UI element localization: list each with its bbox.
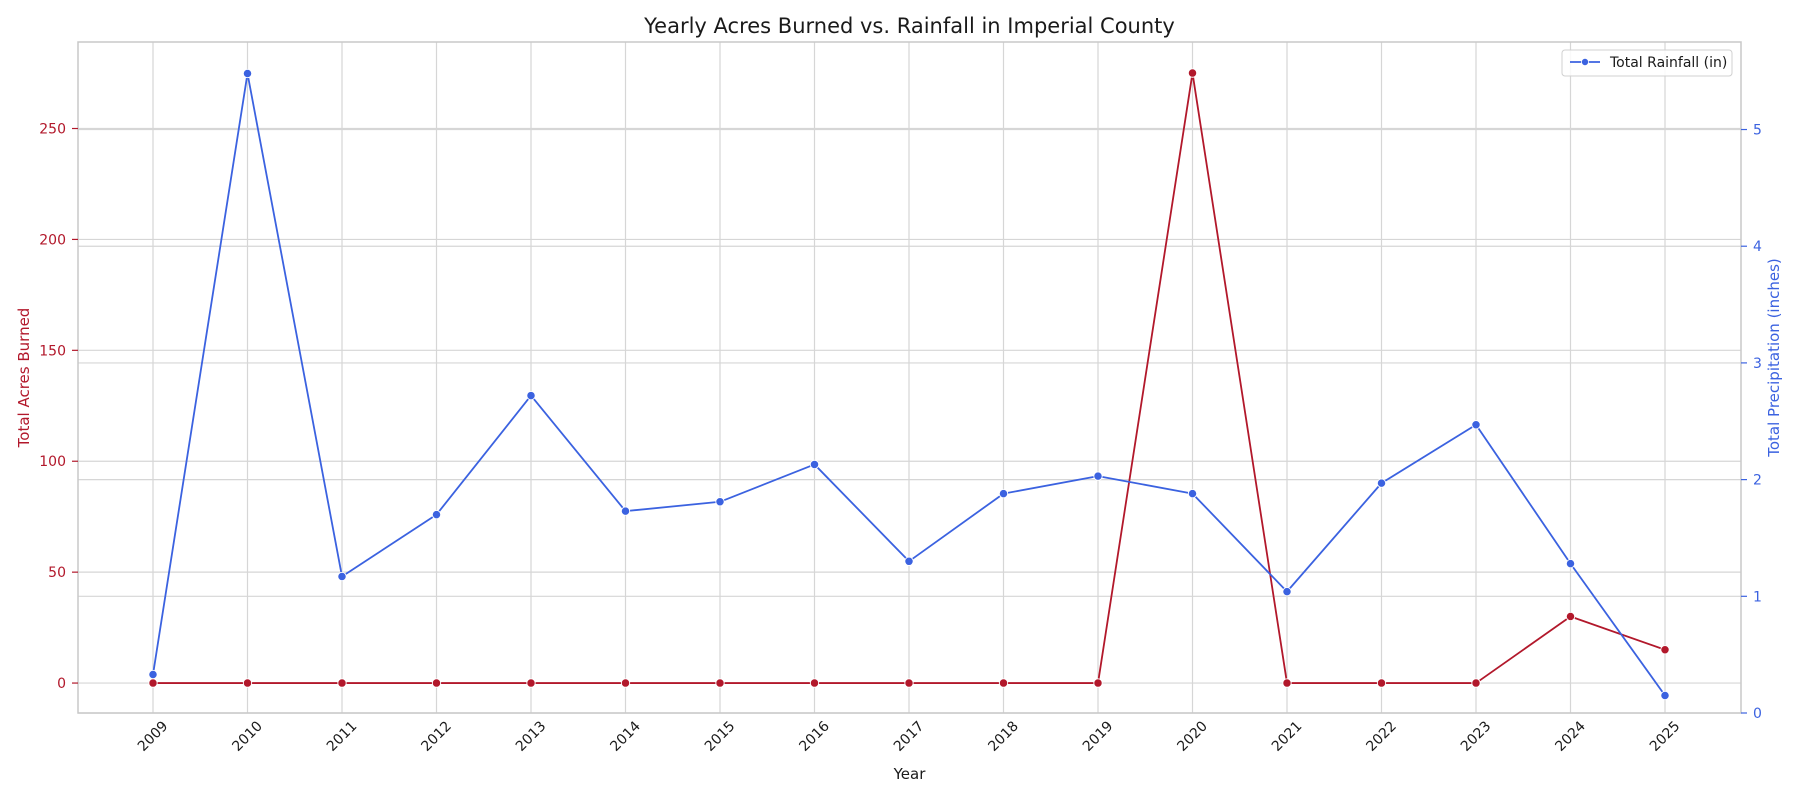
point-acres: [1471, 678, 1481, 688]
point-rainfall: [526, 390, 536, 401]
y-right-tick-label: 0: [1753, 706, 1762, 722]
y-left-axis-label: Total Acres Burned: [15, 308, 33, 449]
y-right-axis-ticks: 0 1 2 3 4 5: [1741, 123, 1762, 722]
point-rainfall: [809, 459, 820, 470]
point-acres: [1376, 678, 1387, 688]
point-rainfall: [1282, 586, 1292, 597]
y-right-tick-label: 4: [1753, 239, 1762, 255]
x-tick-label: 2016: [796, 718, 833, 755]
point-rainfall: [1093, 471, 1103, 481]
y-right-axis-label: Total Precipitation (inches): [1765, 258, 1783, 458]
point-acres: [904, 678, 914, 688]
point-acres: [1565, 611, 1576, 622]
point-acres: [148, 678, 158, 688]
plot-frame: [77, 41, 1742, 714]
point-rainfall: [904, 556, 914, 566]
point-acres: [337, 678, 347, 688]
point-acres: [526, 678, 536, 688]
x-tick-label: 2024: [1552, 718, 1589, 755]
point-rainfall: [1187, 488, 1198, 499]
point-acres: [1093, 678, 1103, 688]
legend: Total Rainfall (in): [1561, 49, 1733, 77]
x-tick-label: 2020: [1174, 718, 1211, 755]
y-left-tick-label: 200: [39, 232, 66, 248]
point-rainfall: [620, 506, 631, 516]
y-left-tick-label: 250: [39, 122, 66, 138]
point-rainfall: [998, 488, 1009, 499]
point-acres: [998, 678, 1009, 688]
point-rainfall: [431, 509, 442, 520]
point-rainfall: [148, 669, 158, 680]
point-acres: [1187, 68, 1198, 78]
point-acres: [620, 678, 631, 688]
y-left-tick-label: 50: [48, 565, 66, 581]
x-tick-label: 2021: [1269, 718, 1306, 755]
x-tick-label: 2022: [1363, 718, 1400, 755]
y-right-tick-label: 1: [1753, 589, 1762, 605]
x-tick-label: 2011: [324, 718, 361, 755]
x-axis-ticks: 2009 2010 2011 2012 2013 2014 2015 2016 2017 2018…: [135, 718, 1684, 755]
x-tick-label: 2019: [1080, 718, 1117, 755]
y-right-tick-label: 5: [1753, 123, 1762, 139]
y-left-tick-label: 0: [57, 676, 66, 692]
legend-label-rainfall: Total Rainfall (in): [1609, 55, 1727, 71]
point-acres: [242, 678, 253, 688]
x-tick-label: 2010: [229, 718, 266, 755]
point-rainfall: [242, 68, 253, 79]
chart-title: Yearly Acres Burned vs. Rainfall in Impe…: [643, 14, 1175, 38]
point-acres: [431, 678, 442, 688]
point-rainfall: [1471, 420, 1481, 430]
point-acres: [1660, 645, 1670, 655]
x-axis-label: Year: [893, 765, 927, 783]
legend-marker-rainfall: [1581, 58, 1590, 67]
point-acres: [809, 678, 820, 688]
y-right-tick-label: 3: [1753, 356, 1762, 372]
x-tick-label: 2013: [513, 718, 550, 755]
grid: [78, 42, 1741, 714]
x-tick-label: 2009: [135, 718, 172, 755]
x-tick-label: 2017: [891, 718, 928, 755]
point-rainfall: [1376, 478, 1387, 488]
point-rainfall: [1565, 558, 1576, 569]
point-rainfall: [337, 571, 347, 582]
x-tick-label: 2018: [985, 718, 1022, 755]
y-left-tick-label: 150: [39, 343, 66, 359]
y-right-tick-label: 2: [1753, 473, 1762, 489]
y-left-tick-label: 100: [39, 454, 66, 470]
legend-box: [1561, 49, 1733, 77]
point-rainfall: [715, 497, 725, 507]
x-tick-label: 2014: [607, 718, 644, 755]
x-tick-label: 2023: [1458, 718, 1495, 755]
point-rainfall: [1660, 690, 1670, 701]
x-tick-label: 2025: [1647, 718, 1684, 755]
series-layer: [148, 68, 1670, 701]
point-acres: [1282, 678, 1292, 688]
x-tick-label: 2012: [418, 718, 455, 755]
x-tick-label: 2015: [702, 718, 739, 755]
y-left-axis-ticks: 0 50 100 150 200 250: [39, 122, 78, 692]
point-acres: [715, 678, 725, 688]
